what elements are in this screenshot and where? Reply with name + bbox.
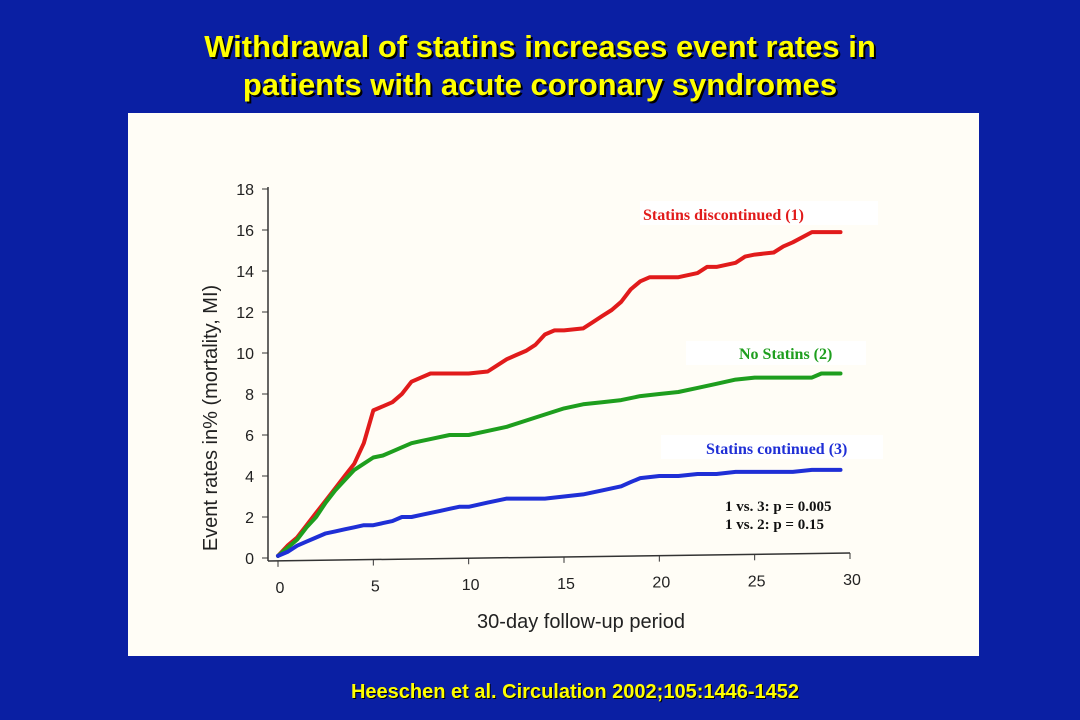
x-tick-label: 15 bbox=[557, 576, 575, 593]
label-bg bbox=[661, 435, 883, 459]
x-tick-label: 25 bbox=[748, 573, 766, 590]
y-ticks: 0 2 4 6 8 10 12 14 16 18 bbox=[236, 182, 268, 568]
y-tick-label: 6 bbox=[245, 428, 254, 445]
title-line-1: Withdrawal of statins increases event ra… bbox=[204, 29, 876, 64]
label-bg bbox=[640, 201, 878, 225]
y-tick-label: 18 bbox=[236, 182, 254, 199]
legend-no-statins: No Statins (2) bbox=[739, 346, 832, 363]
y-tick-label: 0 bbox=[245, 551, 254, 568]
label-bg bbox=[686, 341, 866, 365]
x-tick-label: 0 bbox=[276, 580, 285, 597]
series-lines bbox=[276, 230, 843, 558]
x-axis-label: 30-day follow-up period bbox=[477, 611, 685, 633]
slide-title: Withdrawal of statins increases event ra… bbox=[0, 28, 1080, 104]
series-label-no-statins: No Statins (2) bbox=[686, 341, 866, 365]
y-tick-label: 12 bbox=[236, 305, 254, 322]
chart-axes bbox=[267, 187, 851, 562]
x-tick-label: 5 bbox=[371, 579, 380, 596]
x-tick-label: 10 bbox=[462, 577, 480, 594]
x-tick-label: 20 bbox=[652, 575, 670, 592]
x-axis-line bbox=[267, 552, 851, 562]
p-value-1-vs-2: 1 vs. 2: p = 0.15 bbox=[725, 517, 824, 533]
x-tick-label: 30 bbox=[843, 572, 861, 589]
line-no-statins bbox=[276, 371, 843, 558]
legend-statins-continued: Statins continued (3) bbox=[706, 441, 847, 458]
title-line-2: patients with acute coronary syndromes bbox=[242, 67, 838, 102]
y-tick-label: 8 bbox=[245, 387, 254, 404]
y-axis-label: Event rates in% (mortality, MI) bbox=[200, 285, 222, 551]
event-rate-chart: 0 2 4 6 8 10 12 14 16 18 0 5 10 15 20 25 30 Event rates… bbox=[200, 182, 883, 633]
chart-panel: 0 2 4 6 8 10 12 14 16 18 0 5 10 15 20 25 30 Event rates… bbox=[128, 113, 979, 656]
citation: Heeschen et al. Circulation 2002;105:144… bbox=[350, 681, 800, 703]
line-statins-continued bbox=[276, 467, 843, 558]
y-tick-label: 16 bbox=[236, 223, 254, 240]
y-tick-label: 4 bbox=[245, 469, 254, 486]
y-tick-label: 10 bbox=[236, 346, 254, 363]
p-value-1-vs-3: 1 vs. 3: p = 0.005 bbox=[725, 499, 831, 515]
x-ticks: 0 5 10 15 20 25 30 bbox=[276, 553, 861, 597]
legend-statins-discontinued: Statins discontinued (1) bbox=[643, 207, 804, 224]
line-statins-discontinued bbox=[276, 230, 843, 558]
y-tick-label: 2 bbox=[245, 510, 254, 527]
y-tick-label: 14 bbox=[236, 264, 254, 281]
series-label-continued: Statins continued (3) bbox=[661, 435, 883, 459]
series-label-discontinued: Statins discontinued (1) bbox=[640, 201, 878, 225]
